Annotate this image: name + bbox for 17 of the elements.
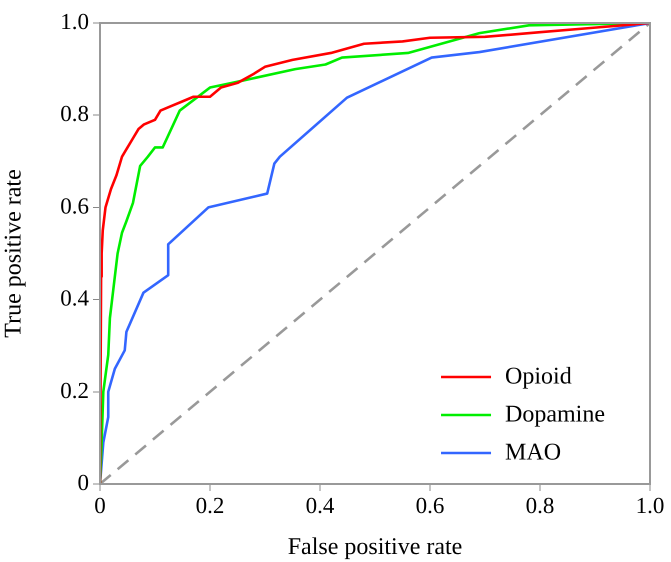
x-tick-label: 0.4 — [306, 492, 335, 518]
y-tick-label: 1.0 — [60, 9, 89, 34]
x-axis-title: False positive rate — [288, 534, 462, 560]
legend-label: MAO — [505, 439, 562, 466]
y-tick-label: 0 — [78, 470, 89, 496]
y-axis-title: True positive rate — [0, 169, 27, 338]
x-tick-label: 1.0 — [636, 492, 664, 518]
y-tick-label: 0.2 — [60, 378, 89, 403]
y-tick-label: 0.6 — [60, 193, 89, 218]
y-tick-label: 0.8 — [60, 101, 89, 126]
x-tick-label: 0.8 — [526, 492, 554, 518]
legend-label: Dopamine — [505, 401, 606, 428]
y-tick-label: 0.4 — [60, 286, 90, 311]
legend-label: Opioid — [505, 363, 572, 390]
x-tick-label: 0 — [94, 492, 106, 518]
x-tick-label: 0.2 — [196, 492, 224, 518]
x-tick-label: 0.6 — [416, 492, 444, 518]
